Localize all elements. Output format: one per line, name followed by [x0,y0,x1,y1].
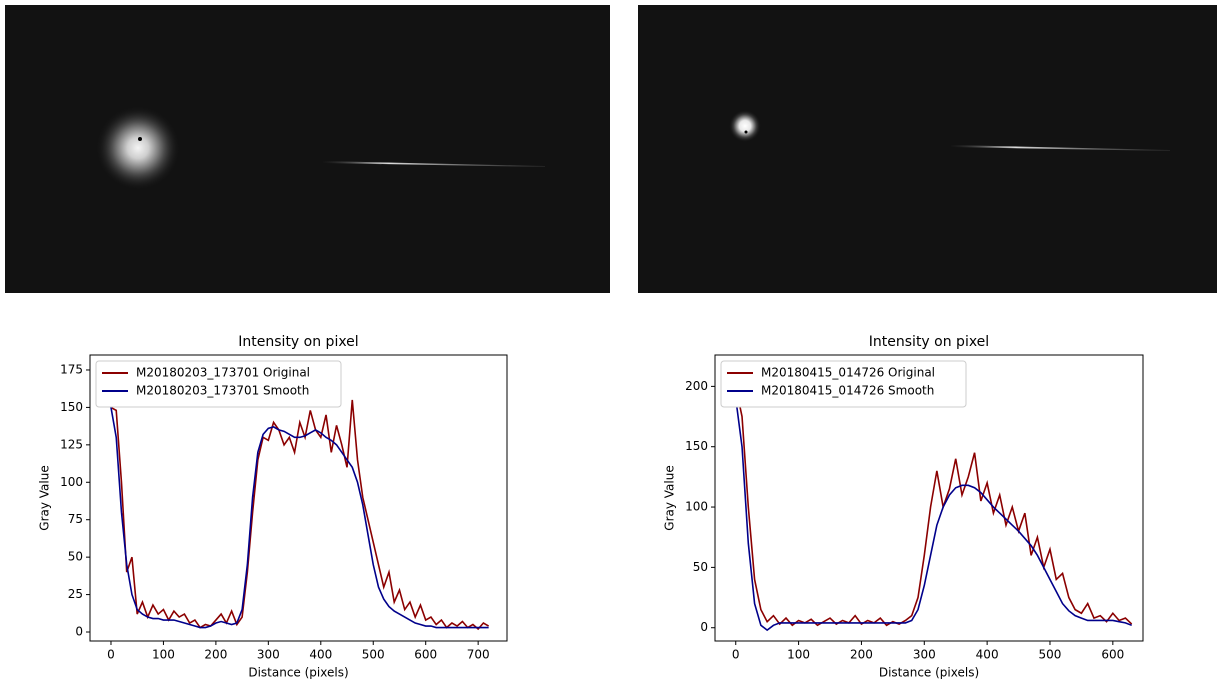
y-tick-label: 150 [685,439,708,453]
legend-label: M20180203_173701 Smooth [136,384,309,398]
y-tick-label: 0 [75,625,83,639]
y-axis-label: Gray Value [38,465,52,530]
chart-title: Intensity on pixel [869,334,989,350]
x-tick-label: 200 [204,648,227,662]
series-line [110,399,490,631]
legend-label: M20180415_014726 Smooth [761,384,934,398]
legend-box [95,360,342,408]
y-axis-label: Gray Value [663,465,677,530]
series-line [734,398,1132,632]
y-tick-label: 125 [60,437,83,451]
y-tick-label: 200 [685,379,708,393]
axes-frame [89,354,508,642]
x-tick-label: 700 [467,648,490,662]
series-line [110,407,489,629]
x-tick-label: 600 [414,648,437,662]
y-tick-label: 150 [60,400,83,414]
x-tick-label: 0 [107,648,115,662]
y-tick-label: 25 [68,587,83,601]
photo-left [5,5,610,293]
legend-box [720,360,967,408]
x-tick-label: 200 [850,648,873,662]
x-axis-label: Distance (pixels) [879,666,979,680]
y-tick-label: 0 [700,620,708,634]
chart-title: Intensity on pixel [238,334,358,350]
x-tick-label: 500 [362,648,385,662]
x-tick-label: 100 [152,648,175,662]
photo-right [638,5,1217,293]
x-tick-label: 300 [913,648,936,662]
y-tick-label: 100 [60,475,83,489]
axes-frame [714,354,1144,642]
x-tick-label: 0 [732,648,740,662]
legend-label: M20180415_014726 Original [761,366,935,380]
legend-label: M20180203_173701 Original [136,366,310,380]
x-tick-label: 300 [257,648,280,662]
y-tick-label: 100 [685,500,708,514]
x-tick-label: 100 [787,648,810,662]
x-tick-label: 500 [1039,648,1062,662]
y-tick-label: 50 [68,550,83,564]
y-tick-label: 175 [60,362,83,376]
y-tick-label: 75 [68,512,83,526]
x-axis-label: Distance (pixels) [248,666,348,680]
x-tick-label: 600 [1101,648,1124,662]
x-tick-label: 400 [309,648,332,662]
x-tick-label: 400 [976,648,999,662]
y-tick-label: 50 [693,560,708,574]
series-line [734,386,1133,627]
